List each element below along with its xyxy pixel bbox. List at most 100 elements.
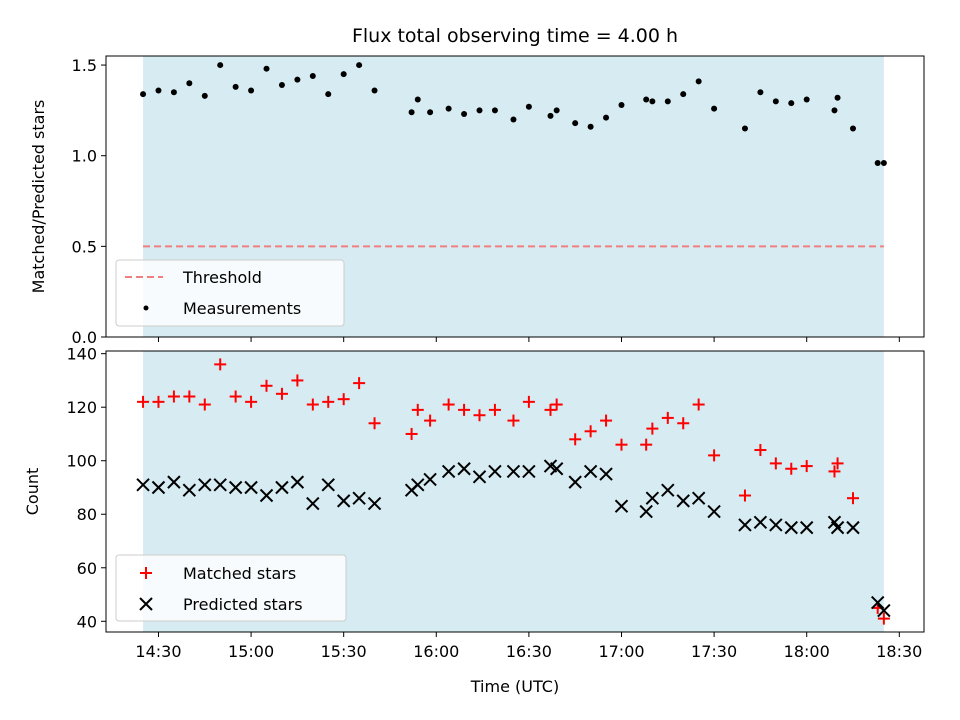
predicted-point — [645, 491, 660, 505]
matched-point — [306, 398, 319, 411]
predicted-point-b — [614, 499, 629, 513]
matched-point — [322, 395, 335, 408]
predicted-point — [691, 491, 706, 505]
predicted-point-b — [198, 478, 212, 492]
predicted-point-b — [488, 464, 502, 479]
matched-point — [368, 417, 381, 430]
matched-point — [442, 398, 455, 411]
predicted-point-b — [306, 496, 320, 511]
predicted-point-b — [321, 478, 335, 492]
measurement-point — [356, 62, 363, 69]
matched-point — [785, 462, 798, 475]
matched-point — [708, 449, 721, 462]
predicted-point-b — [244, 480, 258, 495]
predicted-point-b — [707, 504, 721, 519]
matched-point — [458, 403, 471, 416]
predicted-point-b — [769, 518, 783, 532]
count-y-axis-label: Count — [23, 468, 42, 516]
x-tick-label: 14:30 — [135, 642, 181, 661]
predicted-point — [259, 488, 274, 503]
predicted-point — [244, 480, 258, 495]
predicted-point-b — [568, 475, 582, 489]
predicted-point — [599, 467, 613, 481]
predicted-point — [441, 464, 456, 479]
predicted-point — [830, 520, 845, 535]
x-tick-label: 18:30 — [876, 642, 922, 661]
predicted-point — [846, 520, 860, 535]
predicted-point-b — [411, 478, 425, 492]
predicted-point — [549, 462, 564, 476]
predicted-point — [321, 478, 335, 492]
predicted-point-b — [522, 464, 536, 479]
count-marks — [136, 358, 891, 625]
measurement-point — [476, 107, 483, 114]
measurement-point — [294, 76, 301, 83]
count-legend: Matched stars Predicted stars — [115, 554, 347, 622]
predicted-point — [136, 478, 150, 492]
predicted-point-b — [827, 515, 842, 529]
measurement-point — [788, 100, 795, 107]
matched-point — [661, 411, 674, 424]
legend-label-threshold: Threshold — [182, 268, 262, 287]
predicted-point-b — [549, 462, 564, 476]
predicted-point-b — [151, 480, 166, 495]
x-tick-label: 15:00 — [228, 642, 274, 661]
matched-point — [754, 444, 767, 457]
predicted-point-b — [784, 520, 798, 535]
predicted-point — [336, 494, 351, 508]
matched-point — [275, 387, 288, 400]
ratio-y-axis-label: Matched/Predicted stars — [29, 100, 48, 294]
predicted-point-b — [870, 595, 885, 610]
measurement-point — [217, 62, 224, 69]
predicted-point-b — [877, 603, 891, 618]
chart-title: Flux total observing time = 4.00 h — [352, 25, 678, 47]
predicted-point — [213, 478, 227, 492]
measurement-point — [741, 125, 748, 132]
legend-x-mark-b — [139, 597, 153, 611]
measurement-point — [232, 83, 239, 90]
measurement-point — [408, 109, 415, 116]
measurement-point — [371, 87, 378, 94]
legend-x-mark — [139, 597, 153, 611]
matched-point — [214, 358, 227, 371]
predicted-point — [738, 518, 752, 532]
measurement-point — [834, 94, 841, 101]
matched-point — [137, 395, 150, 408]
count-y-tick-label: 60 — [77, 559, 97, 578]
matched-point — [411, 403, 424, 416]
predicted-point-b — [423, 472, 437, 487]
predicted-point — [568, 475, 582, 489]
measurement-point — [587, 123, 594, 130]
matched-point — [769, 457, 782, 470]
predicted-point-b — [213, 478, 227, 492]
predicted-point-b — [441, 464, 456, 479]
matched-point — [677, 417, 690, 430]
predicted-point — [457, 462, 471, 476]
measurement-point — [263, 65, 270, 72]
predicted-point — [367, 496, 382, 511]
predicted-point — [290, 475, 305, 489]
matched-point — [291, 374, 304, 387]
matched-point — [877, 612, 890, 625]
ratio-y-tick-label: 0.5 — [72, 237, 97, 256]
count-y-ticks: 40 60 80 100 120 140 — [66, 345, 106, 631]
measurement-point — [170, 89, 177, 96]
count-axes-frame — [105, 350, 925, 633]
matched-point — [198, 398, 211, 411]
predicted-point-b — [228, 480, 243, 495]
measurement-point — [248, 87, 255, 94]
x-tick-label: 18:00 — [784, 642, 830, 661]
measurement-point — [757, 89, 764, 96]
measurement-point — [643, 96, 650, 103]
predicted-point-b — [167, 475, 181, 489]
measurement-point — [880, 159, 887, 166]
predicted-point-b — [259, 488, 274, 503]
x-tick-label: 15:30 — [321, 642, 367, 661]
matched-point — [738, 489, 751, 502]
matched-point — [488, 403, 501, 416]
ratio-x-ticks — [157, 337, 900, 342]
matched-point — [831, 457, 844, 470]
measurement-point — [680, 91, 687, 98]
predicted-point-b — [336, 494, 351, 508]
